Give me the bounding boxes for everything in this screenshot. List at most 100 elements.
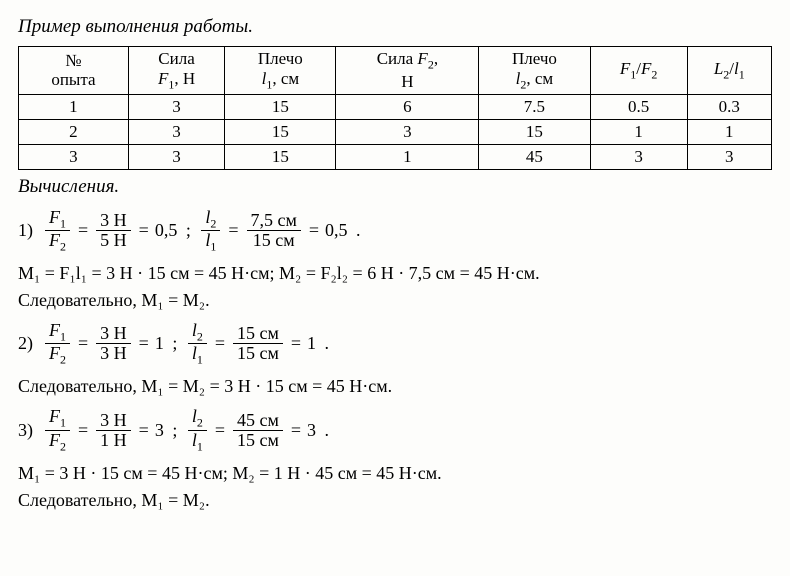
frac-num: 7,5 см <box>247 211 301 231</box>
period: . <box>320 420 329 441</box>
frac-num: l2 <box>188 407 207 430</box>
cell: 15 <box>225 94 336 119</box>
cell: 3 <box>128 144 224 169</box>
cell: 3 <box>128 119 224 144</box>
th-l-ratio: L2/l1 <box>687 47 771 95</box>
cell: 0.5 <box>590 94 687 119</box>
equals: = <box>139 333 149 354</box>
cell: 3 <box>128 94 224 119</box>
calc-item-1-moments: M₁ = F₁l₁ = 3 Н · 15 см = 45 Н·см; M₂ = … <box>18 263 772 284</box>
cell: 45 <box>479 144 590 169</box>
cell: 3 <box>19 144 129 169</box>
heading-example: Пример выполнения работы. <box>18 16 772 38</box>
equals: = <box>139 220 149 241</box>
cell: 7.5 <box>479 94 590 119</box>
frac-num: F1 <box>45 321 70 344</box>
fraction-f-values: 3 Н 3 Н <box>96 324 131 363</box>
cell: 2 <box>19 119 129 144</box>
th-f2: Сила F2,Н <box>336 47 479 95</box>
th-l2: Плечоl2, см <box>479 47 590 95</box>
ratio-result: 0,5 <box>325 220 348 241</box>
fraction-l2l1: l2 l1 <box>188 321 207 366</box>
fraction-f1f2: F1 F2 <box>45 321 70 366</box>
cell: 3 <box>687 144 771 169</box>
frac-num: 45 см <box>233 411 283 431</box>
equals: = <box>215 420 225 441</box>
cell: 3 <box>590 144 687 169</box>
equals: = <box>78 220 88 241</box>
frac-den: 1 Н <box>96 431 131 450</box>
equals: = <box>78 420 88 441</box>
cell: 6 <box>336 94 479 119</box>
frac-den: 5 Н <box>96 231 131 250</box>
frac-den: l1 <box>201 231 220 253</box>
cell: 3 <box>336 119 479 144</box>
frac-num: 3 Н <box>96 411 131 431</box>
table-header-row: №опыта СилаF1, Н Плечоl1, см Сила F2,Н П… <box>19 47 772 95</box>
th-l1: Плечоl1, см <box>225 47 336 95</box>
frac-num: F1 <box>45 208 70 231</box>
frac-den: F2 <box>45 431 70 453</box>
calc-item-2-moments: Следовательно, M₁ = M₂ = 3 Н · 15 см = 4… <box>18 376 772 397</box>
frac-num: l2 <box>201 208 220 231</box>
period: . <box>352 220 361 241</box>
fraction-f-values: 3 Н 5 Н <box>96 211 131 250</box>
data-table: №опыта СилаF1, Н Плечоl1, см Сила F2,Н П… <box>18 46 772 170</box>
semicolon: ; <box>168 333 182 354</box>
frac-den: 15 см <box>233 344 283 363</box>
cell: 1 <box>687 119 771 144</box>
cell: 15 <box>225 119 336 144</box>
ratio-result: 3 <box>307 420 316 441</box>
equals: = <box>139 420 149 441</box>
frac-den: l1 <box>188 344 207 366</box>
cell: 1 <box>19 94 129 119</box>
equals: = <box>78 333 88 354</box>
frac-den: l1 <box>188 431 207 453</box>
cell: 15 <box>479 119 590 144</box>
fraction-l-values: 7,5 см 15 см <box>247 211 301 250</box>
fraction-f1f2: F1 F2 <box>45 407 70 452</box>
equals: = <box>309 220 319 241</box>
item-lead: 3) <box>18 420 33 441</box>
th-f-ratio: F1/F2 <box>590 47 687 95</box>
item-lead: 2) <box>18 333 33 354</box>
fraction-f-values: 3 Н 1 Н <box>96 411 131 450</box>
frac-num: 15 см <box>233 324 283 344</box>
th-n: №опыта <box>19 47 129 95</box>
calc-item-1-ratios: 1) F1 F2 = 3 Н 5 Н = 0,5 ; l2 l1 = 7,5 с… <box>18 208 772 253</box>
semicolon: ; <box>168 420 182 441</box>
frac-num: F1 <box>45 407 70 430</box>
ratio-result: 1 <box>307 333 316 354</box>
frac-den: 15 см <box>233 431 283 450</box>
ratio-result: 1 <box>155 333 164 354</box>
cell: 1 <box>590 119 687 144</box>
semicolon: ; <box>181 220 195 241</box>
frac-den: 3 Н <box>96 344 131 363</box>
fraction-f1f2: F1 F2 <box>45 208 70 253</box>
cell: 1 <box>336 144 479 169</box>
equals: = <box>291 333 301 354</box>
frac-num: 3 Н <box>96 324 131 344</box>
fraction-l2l1: l2 l1 <box>201 208 220 253</box>
equals: = <box>215 333 225 354</box>
fraction-l-values: 45 см 15 см <box>233 411 283 450</box>
ratio-result: 3 <box>155 420 164 441</box>
fraction-l2l1: l2 l1 <box>188 407 207 452</box>
frac-num: 3 Н <box>96 211 131 231</box>
table-row: 3 3 15 1 45 3 3 <box>19 144 772 169</box>
period: . <box>320 333 329 354</box>
cell: 0.3 <box>687 94 771 119</box>
calc-item-3-moments: M₁ = 3 Н · 15 см = 45 Н·см; M₂ = 1 Н · 4… <box>18 463 772 484</box>
calc-item-3-ratios: 3) F1 F2 = 3 Н 1 Н = 3 ; l2 l1 = 45 см 1… <box>18 407 772 452</box>
frac-den: F2 <box>45 344 70 366</box>
fraction-l-values: 15 см 15 см <box>233 324 283 363</box>
frac-num: l2 <box>188 321 207 344</box>
ratio-result: 0,5 <box>155 220 178 241</box>
calc-item-2-ratios: 2) F1 F2 = 3 Н 3 Н = 1 ; l2 l1 = 15 см 1… <box>18 321 772 366</box>
frac-den: 15 см <box>247 231 301 250</box>
frac-den: F2 <box>45 231 70 253</box>
table-row: 1 3 15 6 7.5 0.5 0.3 <box>19 94 772 119</box>
heading-calc: Вычисления. <box>18 176 772 198</box>
calc-item-3-conclusion: Следовательно, M₁ = M₂. <box>18 490 772 511</box>
th-f1: СилаF1, Н <box>128 47 224 95</box>
